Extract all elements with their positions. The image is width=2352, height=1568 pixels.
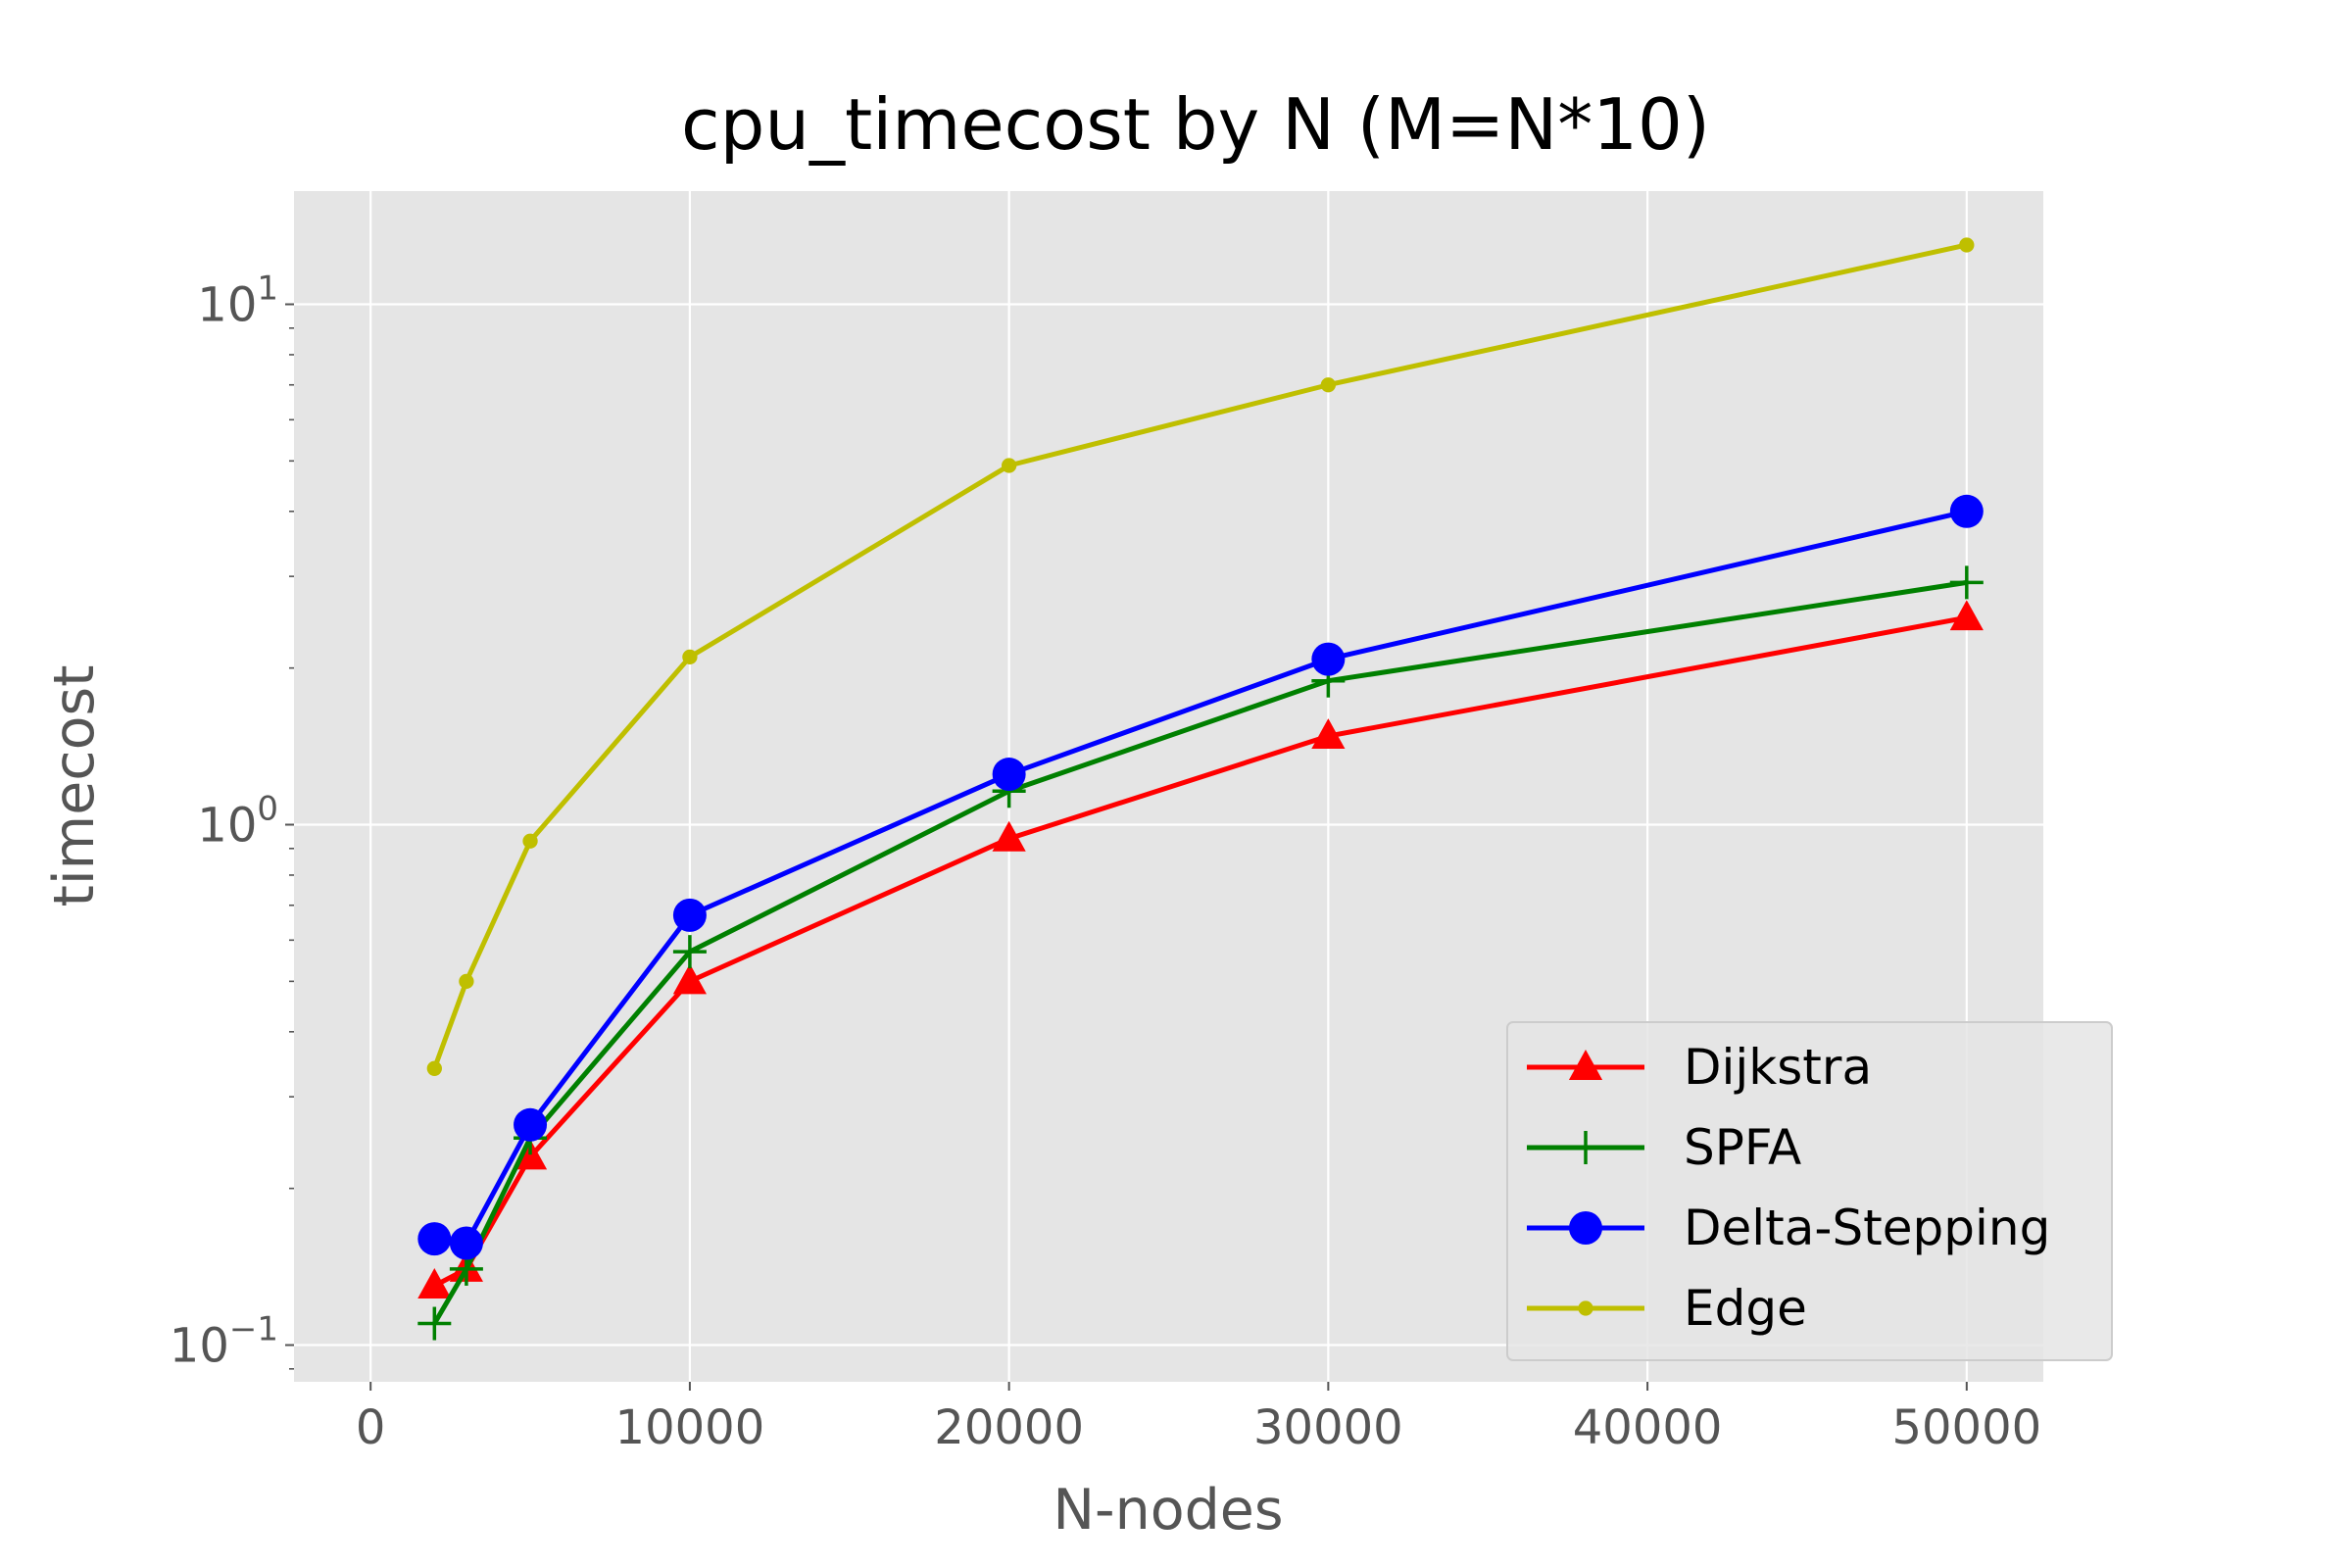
data-point-dijkstra bbox=[1311, 718, 1346, 750]
x-tick-label: 10000 bbox=[615, 1400, 765, 1455]
axis-ticks: 0 10000 20000 30000 40000 50000 10−1 100 101 bbox=[170, 269, 2041, 1455]
y-tick-label: 100 bbox=[197, 790, 278, 854]
legend-item-delta-stepping: Delta-Stepping bbox=[1527, 1200, 2050, 1256]
data-point-delta-stepping bbox=[417, 1222, 452, 1256]
data-point-edge bbox=[1959, 237, 1975, 253]
data-point-delta-stepping bbox=[992, 758, 1026, 792]
data-point-edge bbox=[1320, 377, 1337, 393]
data-point-delta-stepping bbox=[672, 898, 707, 932]
y-axis-label: timecost bbox=[42, 664, 107, 906]
legend: Dijkstra SPFA Delta-Stepping Edge bbox=[1506, 1021, 2113, 1361]
data-point-spfa bbox=[417, 1306, 452, 1341]
data-point-delta-stepping bbox=[514, 1107, 548, 1142]
series-layer bbox=[417, 237, 1984, 1341]
legend-item-edge: Edge bbox=[1527, 1280, 1807, 1337]
y-tick-label: 101 bbox=[197, 269, 278, 332]
legend-marker bbox=[1569, 1131, 1602, 1164]
data-point-delta-stepping bbox=[1949, 494, 1984, 528]
legend-item-spfa: SPFA bbox=[1527, 1119, 1801, 1176]
data-point-edge bbox=[522, 833, 538, 849]
series-edge bbox=[426, 237, 1975, 1076]
x-tick-label: 40000 bbox=[1573, 1400, 1723, 1455]
x-tick-label: 20000 bbox=[934, 1400, 1084, 1455]
legend-label: Delta-Stepping bbox=[1684, 1200, 2050, 1256]
data-point-spfa bbox=[1949, 565, 1984, 600]
legend-label: SPFA bbox=[1684, 1119, 1801, 1176]
x-tick-label: 0 bbox=[356, 1400, 386, 1455]
chart-title: cpu_timecost by N (M=N*10) bbox=[681, 83, 1710, 166]
legend-item-dijkstra: Dijkstra bbox=[1527, 1039, 1872, 1096]
y-tick-label: 10−1 bbox=[170, 1310, 278, 1374]
data-point-delta-stepping bbox=[1311, 642, 1346, 676]
data-point-dijkstra bbox=[992, 820, 1026, 852]
data-point-edge bbox=[459, 973, 474, 990]
data-point-dijkstra bbox=[417, 1268, 452, 1298]
data-point-edge bbox=[1001, 458, 1017, 473]
legend-marker bbox=[1568, 1050, 1603, 1080]
data-point-edge bbox=[682, 649, 698, 665]
x-tick-label: 50000 bbox=[1891, 1400, 2041, 1455]
x-tick-label: 30000 bbox=[1253, 1400, 1403, 1455]
legend-marker bbox=[1569, 1211, 1602, 1245]
data-point-delta-stepping bbox=[449, 1226, 483, 1260]
legend-marker bbox=[1578, 1300, 1593, 1316]
data-point-dijkstra bbox=[1949, 600, 1984, 631]
x-axis-label: N-nodes bbox=[1053, 1478, 1283, 1543]
legend-label: Dijkstra bbox=[1684, 1039, 1872, 1096]
data-point-spfa bbox=[672, 935, 707, 969]
legend-box bbox=[1506, 1021, 2113, 1361]
legend-label: Edge bbox=[1684, 1280, 1807, 1337]
series-delta-stepping bbox=[417, 494, 1984, 1260]
data-point-dijkstra bbox=[672, 963, 708, 995]
data-point-edge bbox=[426, 1060, 442, 1076]
